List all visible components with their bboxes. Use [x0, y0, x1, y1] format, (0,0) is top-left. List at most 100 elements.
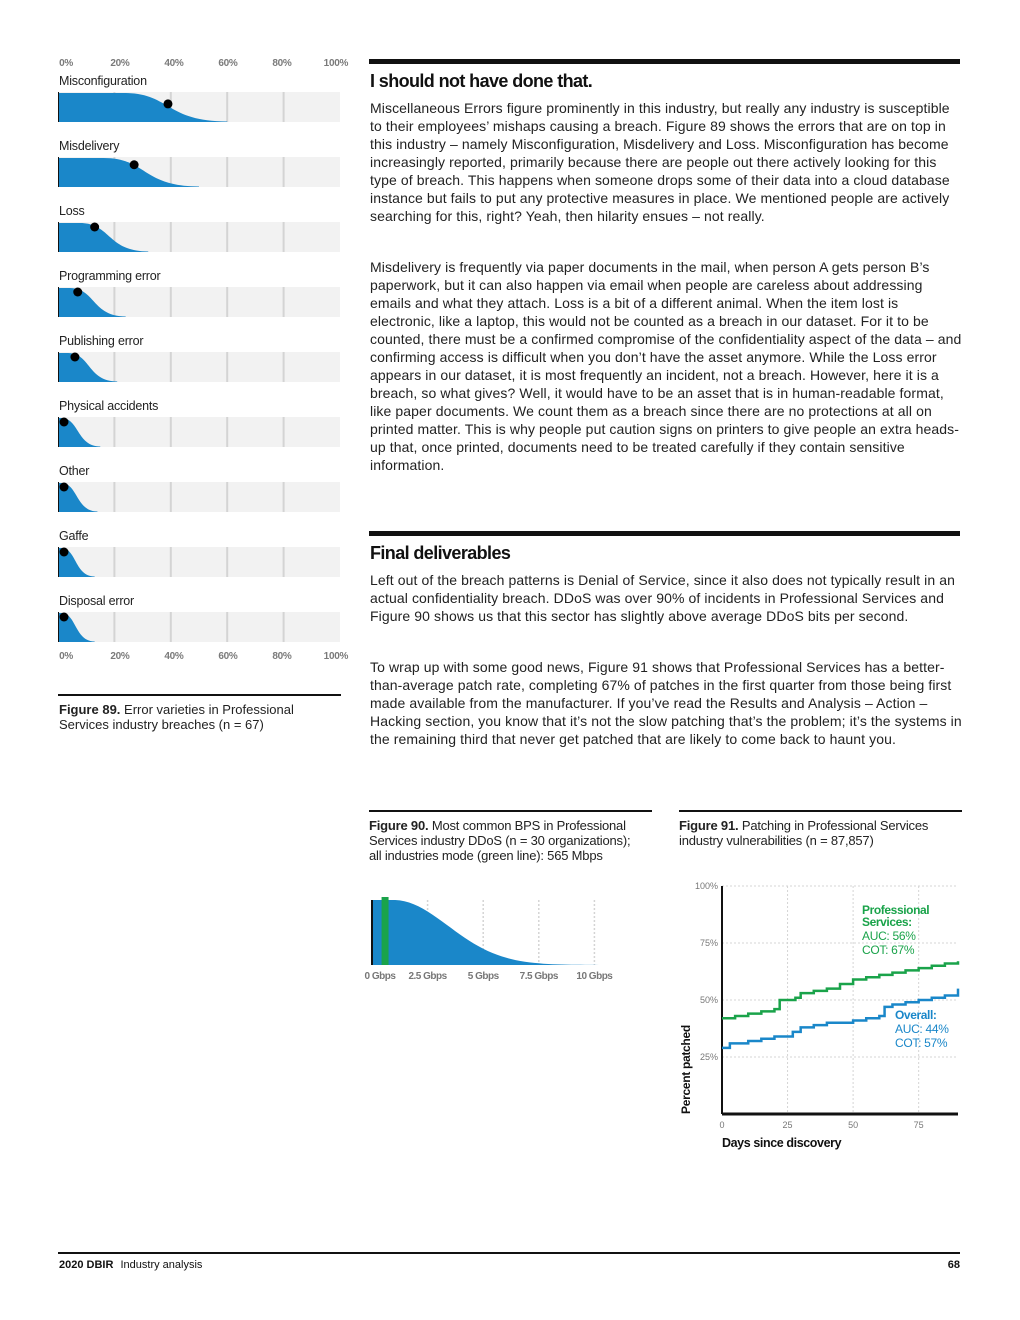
fig89-row-label: Misdelivery [59, 139, 120, 153]
fig91-series-name: Services: [862, 915, 912, 929]
fig91-y-tick-label: 25% [700, 1052, 718, 1062]
fig89-distribution-area [58, 613, 95, 642]
footer-page-number: 68 [947, 1259, 960, 1271]
fig89-row: Loss [58, 200, 348, 265]
fig89-distribution-area [58, 483, 98, 512]
fig89-point-estimate [59, 417, 69, 427]
fig89-row-chart [58, 222, 340, 252]
fig91-series-auc: AUC: 56% [862, 929, 916, 943]
fig89-point-estimate [59, 482, 69, 492]
fig89-row: Gaffe [58, 525, 348, 590]
fig89-axis-tick: 40% [164, 651, 184, 662]
fig89-row-label: Programming error [59, 269, 161, 283]
fig89-rows: Misconfiguration Misdelivery Loss Programmi… [58, 70, 348, 655]
fig89-row-chart [58, 157, 340, 187]
fig89-row-label: Other [59, 464, 90, 478]
fig91-chart: 25% 50% 75% 100% 0 25 50 75 Days since discovery… [679, 881, 960, 1150]
fig90-distribution-area [372, 900, 650, 965]
fig89-axis-tick: 100% [323, 58, 349, 69]
fig89-row-track [58, 417, 340, 447]
fig91-series-name: Professional [862, 903, 929, 917]
fig89-point-estimate [59, 612, 69, 622]
fig89-row-label: Physical accidents [59, 399, 159, 413]
footer-rule [58, 1252, 960, 1254]
fig89-distribution-area [58, 548, 95, 577]
fig89-distribution-area [58, 158, 199, 187]
fig90-tick-label: 0 Gbps [365, 971, 397, 982]
fig91-y-tick-label: 50% [700, 995, 718, 1005]
fig89-row: Misconfiguration [58, 70, 348, 135]
fig89-point-estimate [129, 160, 139, 170]
fig89-row-label: Misconfiguration [59, 74, 147, 88]
fig91-line-professional-services [722, 961, 960, 1020]
section2-paragraph-1: Left out of the breach patterns is Denia… [370, 572, 955, 624]
fig89-axis-tick: 40% [164, 58, 184, 69]
fig89-row-chart [58, 417, 340, 447]
fig90-caption-text: Most common BPS in Professional Services… [369, 818, 631, 863]
section1-paragraph-2: Misdelivery is frequently via paper docu… [370, 259, 962, 473]
fig89-axis-tick: 100% [323, 651, 349, 662]
fig91-x-tick-label: 0 [719, 1120, 724, 1130]
footer-report: 2020 DBIR [59, 1259, 114, 1271]
fig91-caption-text: Patching in Professional Services indust… [679, 818, 929, 848]
fig89-axis-tick: 60% [218, 58, 238, 69]
fig90-caption-rule [369, 810, 652, 812]
fig89-top-axis: 0% 20% 40% 60% 80% 100% [58, 58, 348, 70]
fig89-distribution-area [58, 418, 101, 447]
fig89-row-track [58, 547, 340, 577]
fig90-caption: Figure 90. Most common BPS in Profession… [369, 818, 639, 863]
fig91-line-overall [722, 988, 960, 1050]
fig89-axis-tick: 20% [110, 58, 130, 69]
fig91-series-cot: COT: 57% [895, 1036, 948, 1050]
fig90-caption-label: Figure 90. [369, 818, 429, 833]
fig89-row-chart [58, 482, 340, 512]
fig89-axis-tick: 0% [59, 58, 73, 69]
fig91-y-axis-label: Percent patched [679, 1025, 693, 1114]
fig89-row: Misdelivery [58, 135, 348, 200]
section1-title: I should not have done that. [370, 71, 593, 91]
section2-title: Final deliverables [370, 543, 511, 563]
fig90-chart: 0 Gbps 2.5 Gbps 5 Gbps 7.5 Gbps 10 Gbps [365, 897, 650, 982]
section1-paragraph-1: Miscellaneous Errors figure prominently … [370, 100, 950, 224]
fig89-point-estimate [73, 287, 83, 297]
fig89-row-chart [58, 547, 340, 577]
fig90-mode-line [381, 897, 389, 965]
fig90-tick-label: 10 Gbps [576, 971, 613, 982]
fig89-row-track [58, 352, 340, 382]
fig89-axis-tick: 0% [59, 651, 73, 662]
fig89-point-estimate [70, 352, 80, 362]
fig90-tick-label: 5 Gbps [468, 971, 500, 982]
fig89-distribution-area [58, 93, 228, 122]
fig91-series-auc: AUC: 44% [895, 1022, 949, 1036]
section2-rule [369, 531, 960, 536]
fig89-row-chart [58, 92, 340, 122]
section2-paragraph-2: To wrap up with some good news, Figure 9… [370, 659, 962, 747]
fig89-point-estimate [163, 99, 173, 109]
fig89-row-chart [58, 287, 340, 317]
footer-left: 2020 DBIR Industry analysis [59, 1259, 202, 1271]
fig90-tick-label: 7.5 Gbps [520, 971, 559, 982]
fig91-caption: Figure 91. Patching in Professional Serv… [679, 818, 959, 848]
fig91-caption-label: Figure 91. [679, 818, 739, 833]
fig89-axis-tick: 60% [218, 651, 238, 662]
footer-section: Industry analysis [120, 1259, 203, 1271]
fig91-y-tick-label: 75% [700, 938, 718, 948]
fig89-row-chart [58, 612, 340, 642]
fig89-caption-rule [58, 694, 341, 696]
fig91-series-cot: COT: 67% [862, 943, 915, 957]
figure-89: 0% 20% 40% 60% 80% 100% Misconfiguration Misde… [58, 58, 348, 663]
fig90-tick-label: 2.5 Gbps [408, 971, 447, 982]
fig89-row-label: Loss [59, 204, 85, 218]
fig89-row-chart [58, 352, 340, 382]
fig89-distribution-area [58, 223, 149, 252]
fig89-row: Other [58, 460, 348, 525]
fig91-series-name: Overall: [895, 1008, 937, 1022]
fig89-caption-text: Error varieties in Professional Services… [59, 702, 294, 732]
fig89-axis-tick: 20% [110, 651, 130, 662]
fig89-caption-label: Figure 89. [59, 702, 121, 717]
fig91-x-tick-label: 75 [914, 1120, 924, 1130]
fig89-point-estimate [59, 547, 69, 557]
fig89-point-estimate [90, 222, 100, 232]
fig89-row-track [58, 612, 340, 642]
fig89-row-label: Disposal error [59, 594, 135, 608]
